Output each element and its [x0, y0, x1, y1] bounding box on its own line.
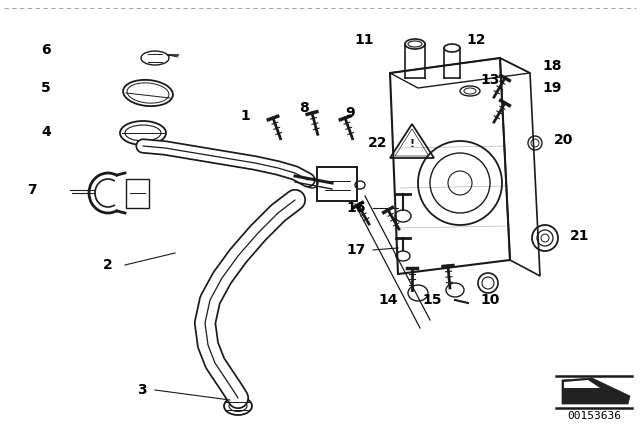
Text: 3: 3 [137, 383, 147, 397]
Text: 21: 21 [570, 229, 589, 243]
Text: 4: 4 [41, 125, 51, 139]
Text: 18: 18 [542, 59, 562, 73]
Text: 17: 17 [346, 243, 365, 257]
Text: 12: 12 [467, 33, 486, 47]
Text: 15: 15 [422, 293, 442, 307]
Polygon shape [562, 378, 630, 404]
Text: 7: 7 [27, 183, 37, 197]
Text: 16: 16 [346, 201, 365, 215]
Text: 5: 5 [41, 81, 51, 95]
Text: 2: 2 [103, 258, 113, 272]
Text: 1: 1 [240, 109, 250, 123]
Text: 00153636: 00153636 [567, 411, 621, 421]
Text: 9: 9 [345, 106, 355, 120]
Text: 6: 6 [41, 43, 51, 57]
Text: 8: 8 [299, 101, 309, 115]
Text: 10: 10 [480, 293, 500, 307]
Text: 11: 11 [355, 33, 374, 47]
Polygon shape [564, 380, 600, 388]
Text: 20: 20 [554, 133, 573, 147]
Text: !: ! [410, 139, 415, 149]
Text: 14: 14 [378, 293, 397, 307]
Text: 13: 13 [480, 73, 500, 87]
Text: 19: 19 [542, 81, 562, 95]
Text: 22: 22 [368, 136, 388, 150]
